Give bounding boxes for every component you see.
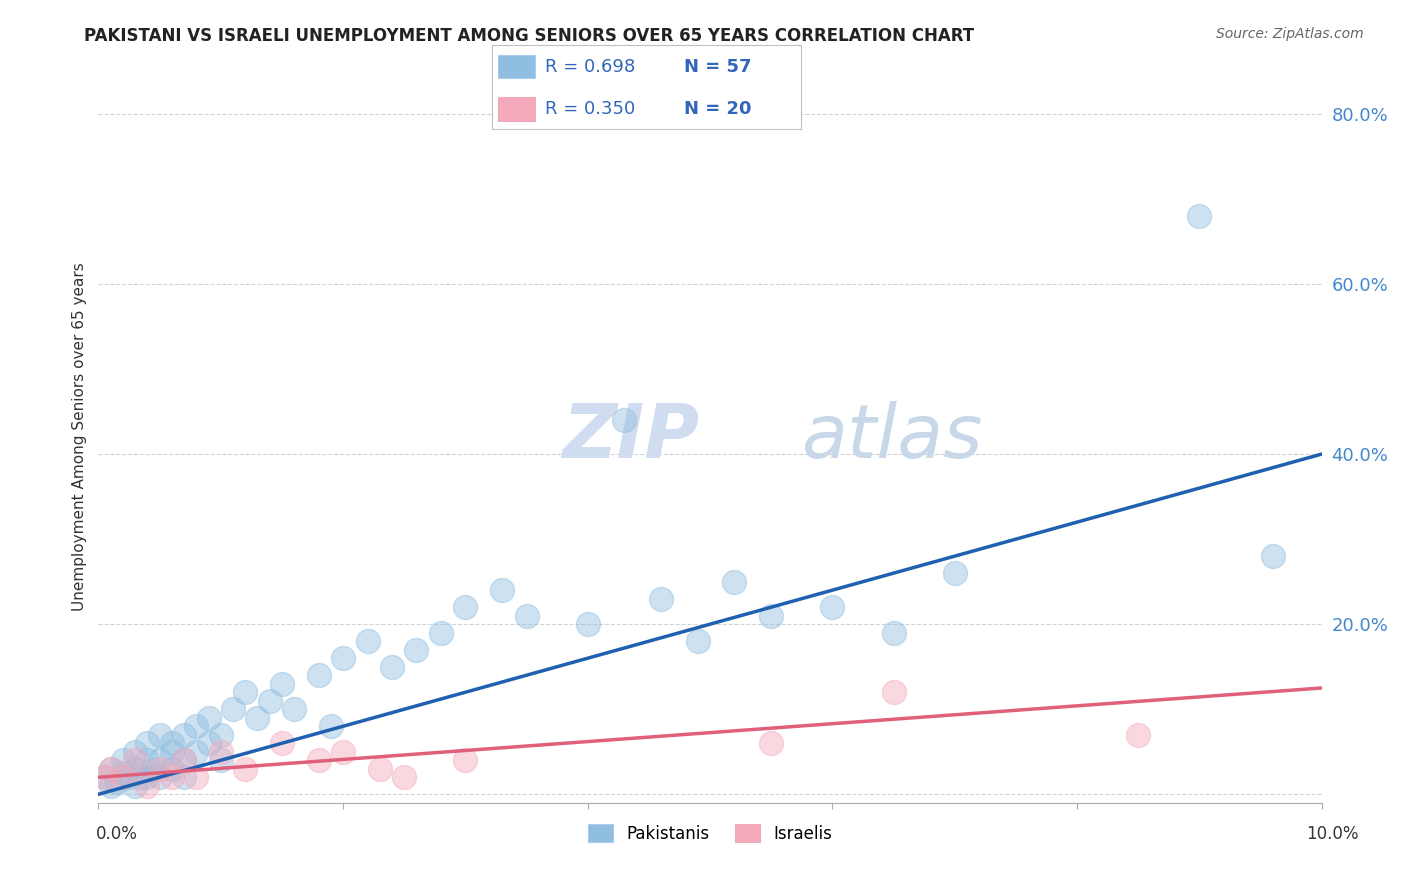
Point (454, 753, 477, 767)
Text: R = 0.350: R = 0.350 (544, 100, 636, 118)
Point (160, 762, 183, 776)
Point (100, 762, 122, 776)
Point (883, 625, 905, 640)
Point (332, 651, 354, 665)
Point (124, 779, 146, 793)
Point (613, 413, 636, 427)
Point (270, 677, 292, 691)
Point (308, 668, 330, 682)
Point (100, 779, 122, 793)
Point (173, 753, 195, 767)
Point (160, 736, 183, 750)
Point (209, 753, 232, 767)
Point (259, 694, 281, 708)
Point (356, 634, 378, 648)
Point (209, 745, 232, 759)
Point (491, 583, 513, 598)
Point (821, 600, 844, 615)
Point (124, 753, 146, 767)
Point (197, 736, 219, 750)
Point (136, 779, 159, 793)
Point (270, 736, 292, 750)
Point (332, 745, 354, 759)
Point (1261, 549, 1284, 563)
Point (149, 753, 172, 767)
Point (516, 608, 538, 623)
Point (759, 736, 782, 750)
Text: N = 20: N = 20 (683, 100, 751, 118)
Point (93, 770, 115, 784)
Point (160, 745, 183, 759)
Point (759, 608, 782, 623)
Point (105, 774, 128, 789)
Point (149, 770, 172, 784)
Point (454, 600, 477, 615)
Point (149, 762, 172, 776)
Point (186, 770, 208, 784)
Point (233, 762, 256, 776)
Point (319, 719, 342, 733)
Point (405, 642, 427, 657)
Point (111, 770, 134, 784)
Point (173, 728, 195, 742)
Point (173, 753, 195, 767)
Text: R = 0.698: R = 0.698 (544, 58, 636, 76)
Text: 10.0%: 10.0% (1306, 825, 1358, 843)
Point (173, 770, 195, 784)
Point (1188, 209, 1211, 223)
Point (368, 762, 391, 776)
Point (186, 745, 208, 759)
Point (111, 766, 134, 780)
Point (124, 762, 146, 776)
Point (650, 591, 672, 606)
Point (1128, 728, 1150, 742)
Text: PAKISTANI VS ISRAELI UNEMPLOYMENT AMONG SENIORS OVER 65 YEARS CORRELATION CHART: PAKISTANI VS ISRAELI UNEMPLOYMENT AMONG … (84, 27, 974, 45)
Point (149, 728, 172, 742)
Point (883, 685, 905, 699)
Point (430, 625, 453, 640)
Point (129, 770, 152, 784)
Point (111, 753, 134, 767)
Point (160, 770, 183, 784)
Point (136, 753, 159, 767)
Point (246, 711, 269, 725)
Text: ZIP: ZIP (564, 401, 700, 474)
Point (118, 770, 141, 784)
Bar (498, 97, 536, 120)
Point (136, 770, 159, 784)
Point (723, 574, 745, 589)
Point (222, 702, 245, 716)
Point (186, 719, 208, 733)
Text: 0.0%: 0.0% (96, 825, 138, 843)
Point (93, 770, 115, 784)
Legend: Pakistanis, Israelis: Pakistanis, Israelis (582, 818, 838, 849)
Point (392, 770, 416, 784)
Point (142, 762, 165, 776)
Text: atlas: atlas (801, 401, 983, 473)
Point (381, 659, 404, 673)
Point (136, 736, 159, 750)
Point (100, 762, 122, 776)
Bar (498, 54, 536, 78)
Y-axis label: Unemployment Among Seniors over 65 years: Unemployment Among Seniors over 65 years (72, 263, 87, 611)
Point (124, 745, 146, 759)
Point (209, 728, 232, 742)
Point (283, 702, 305, 716)
Text: Source: ZipAtlas.com: Source: ZipAtlas.com (1216, 27, 1364, 41)
Point (576, 617, 599, 632)
Point (233, 685, 256, 699)
Point (197, 711, 219, 725)
Point (686, 634, 709, 648)
Text: N = 57: N = 57 (683, 58, 751, 76)
Point (308, 753, 330, 767)
Point (943, 566, 966, 581)
